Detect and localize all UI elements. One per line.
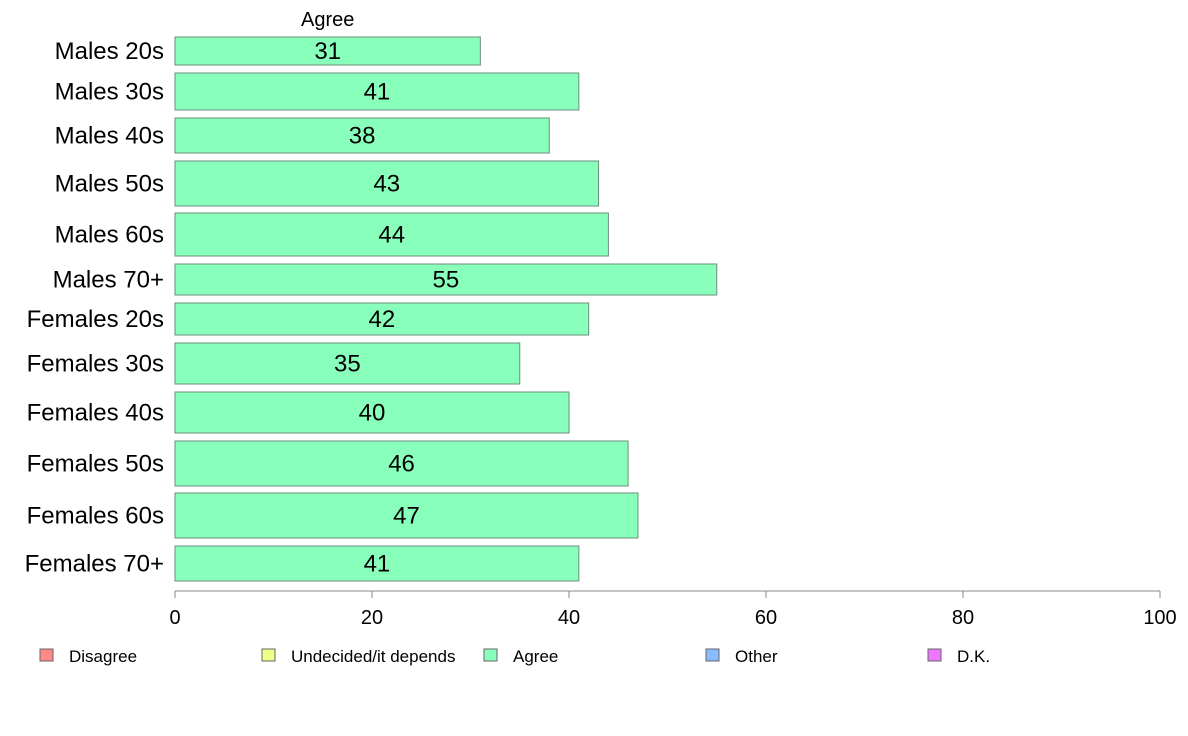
x-tick-label: 100 [1143,607,1176,629]
value-label: 38 [349,123,376,150]
x-axis: 0 20 40 60 80 100 [169,590,1177,629]
category-label: Males 40s [55,123,164,150]
value-label: 40 [359,400,386,427]
category-label: Females 40s [27,400,164,427]
category-label: Females 60s [27,503,164,530]
x-tick-label: 40 [558,607,580,629]
category-label: Females 20s [27,306,164,333]
bar-7 [174,342,521,385]
x-tick-label: 0 [169,607,180,629]
bar-4 [174,212,609,257]
category-label: Males 20s [55,38,164,65]
category-label: Females 70+ [25,551,164,578]
bar-10 [174,492,639,539]
x-tick-label: 60 [755,607,777,629]
value-label: 55 [433,267,460,294]
value-label: 46 [388,451,415,478]
legend-swatch [39,648,54,662]
category-label: Females 30s [27,351,164,378]
legend-swatch [483,648,498,662]
value-label: 42 [368,306,395,333]
legend-swatch [261,648,276,662]
category-label: Females 50s [27,451,164,478]
bar-6 [174,302,590,336]
legend: Disagree Undecided/it depends Agree Other D.… [39,647,990,666]
x-tick-label: 80 [952,607,974,629]
bar-3 [174,160,600,207]
value-label: 41 [364,551,391,578]
legend-label: Other [735,647,778,666]
bar-8 [174,391,570,434]
category-label: Males 50s [55,171,164,198]
series-title: Agree [301,9,354,31]
bars-group: Males 20s 31 Males 30s 41 Males 40s 38 Males 5… [25,36,718,582]
bar-1 [174,72,580,111]
category-label: Males 70+ [53,267,164,294]
value-label: 41 [364,79,391,106]
value-label: 31 [314,38,341,65]
legend-label: Undecided/it depends [291,647,455,666]
value-label: 35 [334,351,361,378]
value-label: 44 [378,222,405,249]
legend-label: Agree [513,647,558,666]
category-label: Males 30s [55,79,164,106]
bar-9 [174,440,629,487]
legend-swatch [927,648,942,662]
legend-swatch [705,648,720,662]
category-label: Males 60s [55,222,164,249]
bar-11 [174,545,580,582]
bar-5 [174,263,718,296]
x-tick-label: 20 [361,607,383,629]
legend-label: Disagree [69,647,137,666]
value-label: 47 [393,503,420,530]
bar-0 [174,36,481,66]
legend-label: D.K. [957,647,990,666]
bar-2 [174,117,550,154]
value-label: 43 [373,171,400,198]
